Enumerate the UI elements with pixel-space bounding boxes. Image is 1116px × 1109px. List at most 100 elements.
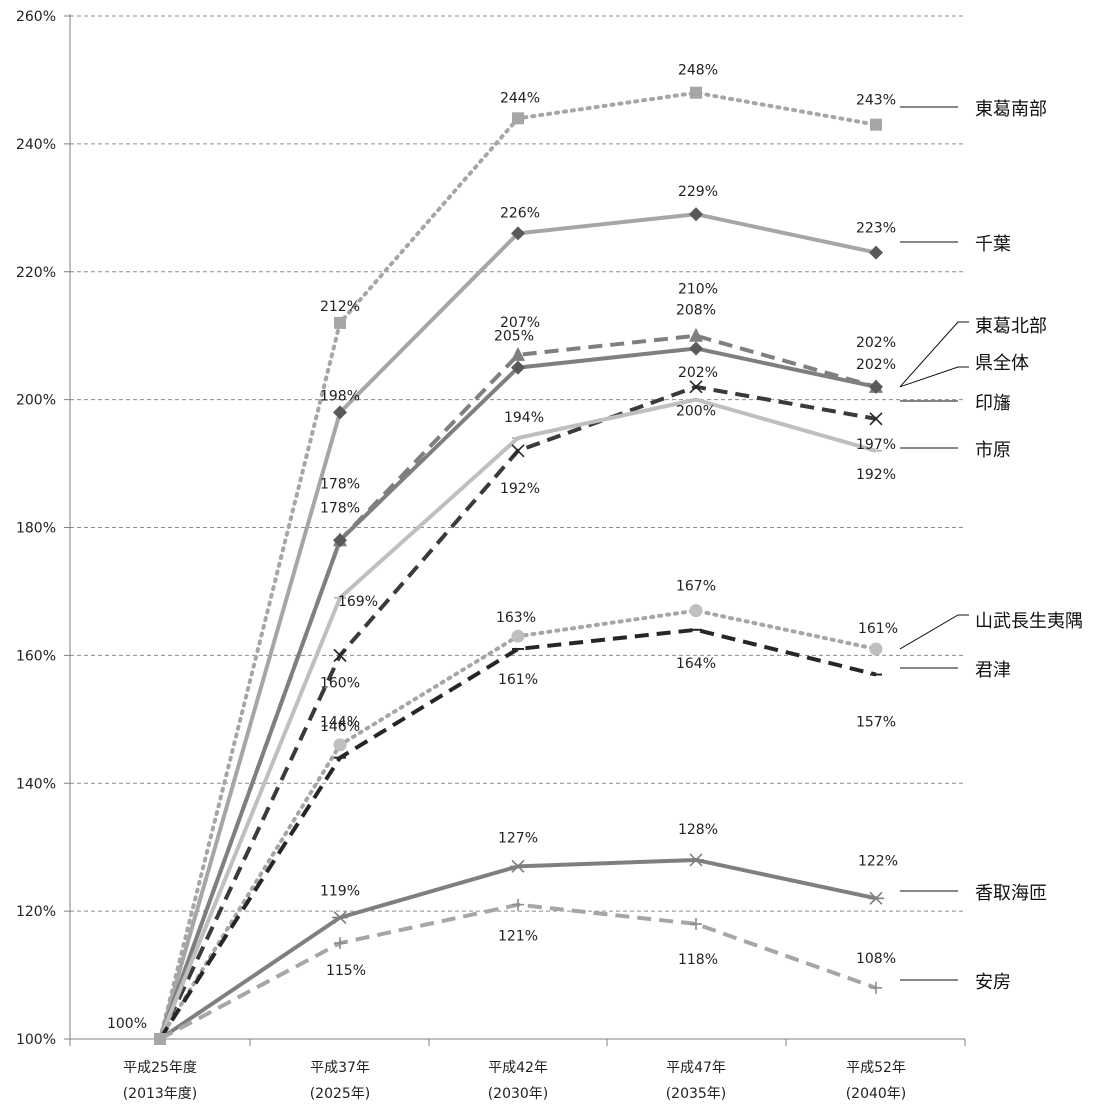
x-tick-label-sub: (2025年) [310,1086,371,1102]
legend-leader [899,366,969,388]
data-label: 212% [320,299,360,315]
data-label: 192% [500,481,540,497]
data-label: 198% [320,388,360,404]
data-point [689,604,703,618]
data-label: 163% [496,610,536,626]
data-label: 194% [504,410,544,426]
legend-label: 印旛 [975,393,1011,414]
x-tick-label: 平成47年 [666,1060,726,1076]
y-tick-label: 100% [16,1032,56,1048]
y-tick-label: 140% [16,776,56,792]
data-label: 229% [678,184,718,200]
data-label: 167% [676,579,716,595]
data-point [511,226,525,241]
x-marker [333,648,347,662]
data-point [689,207,703,222]
circle-marker [689,604,703,618]
diamond-marker [511,226,525,241]
data-label: 119% [320,884,360,900]
data-label: 202% [856,335,896,351]
data-point [870,118,882,131]
data-point [333,648,347,662]
data-label: 248% [678,63,718,79]
data-point [511,346,525,361]
data-point [690,86,702,99]
data-label: 202% [678,365,718,381]
data-point [512,112,524,125]
diamond-marker [333,533,347,548]
data-label: 178% [320,500,360,516]
data-label: 243% [856,93,896,109]
data-label: 244% [500,90,540,106]
legend-label: 市原 [975,440,1011,461]
data-point [689,327,703,342]
diamond-marker [869,379,883,394]
data-point [332,910,348,925]
circle-marker [333,738,347,752]
y-tick-label: 120% [16,904,56,920]
x-tick-label: 平成52年 [846,1060,906,1076]
y-tick-label: 240% [16,137,56,153]
data-labels-group: 212% 244% 248% 243% 198% 226% 229% 223% 178% 207%… [107,63,898,1032]
y-tick-label: 180% [16,521,56,537]
plus-marker [512,898,524,911]
data-label: 207% [500,315,540,331]
data-label: 208% [676,302,716,318]
data-point [511,360,525,375]
data-point [870,981,882,994]
series-line-9 [159,902,877,1041]
square-marker [334,316,346,329]
diamond-marker [689,341,703,356]
data-label: 144% [320,715,360,731]
data-point [334,937,346,950]
triangle-marker [511,346,525,361]
start-marker [154,1033,166,1045]
legend-label: 東葛北部 [975,316,1047,337]
square-marker [512,112,524,125]
legend-label: 君津 [975,660,1011,681]
data-label: 108% [856,951,896,967]
data-point [690,917,702,930]
x-tick-label-sub: (2040年) [846,1086,907,1102]
data-label: 127% [498,830,538,846]
data-point [688,853,704,867]
data-point [869,412,883,426]
legend-leader [899,321,969,388]
data-label: 128% [678,822,718,838]
x-tick-label: 平成25年度 [123,1060,197,1076]
x-tick-label: 平成42年 [488,1060,548,1076]
data-label: 115% [326,963,366,979]
data-point [869,642,883,656]
square-marker [870,118,882,131]
data-point [511,629,525,643]
data-label: 205% [494,329,534,345]
legend-leader [899,614,969,650]
data-label: 160% [320,675,360,691]
asterisk-marker [332,910,348,925]
triangle-marker [689,327,703,342]
legend-label: 山武長生夷隅 [975,611,1083,632]
diamond-marker [511,360,525,375]
data-label: 164% [676,656,716,672]
data-point [689,380,703,394]
square-marker [690,86,702,99]
x-tick-label-sub: (2035年) [666,1086,727,1102]
data-point [512,898,524,911]
y-tick-label: 200% [16,393,56,409]
data-label: 210% [678,282,718,298]
x-marker [689,380,703,394]
legend-label: 香取海匝 [975,883,1047,904]
x-tick-label-sub: (2013年度) [123,1086,198,1102]
data-label: 178% [320,476,360,492]
y-tick-label: 160% [16,648,56,664]
data-label: 146% [320,719,360,735]
data-label: 226% [500,205,540,221]
circle-marker [511,629,525,643]
data-label: 118% [678,952,718,968]
data-point [333,738,347,752]
data-point [869,379,883,394]
data-label: 223% [856,221,896,237]
